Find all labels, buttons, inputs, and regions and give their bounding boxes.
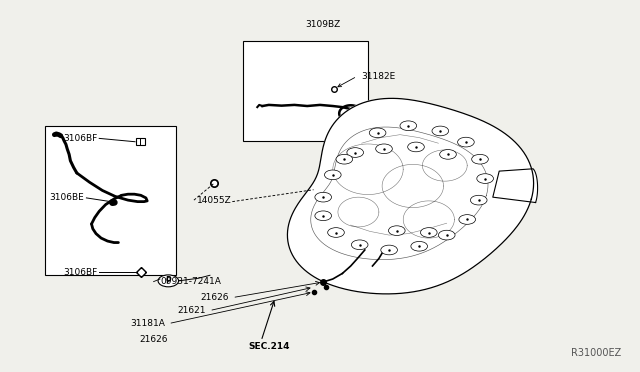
Circle shape (408, 142, 424, 152)
Circle shape (388, 226, 405, 235)
Text: 3109BZ: 3109BZ (305, 20, 341, 29)
Bar (45, 126, 176, 275)
Circle shape (459, 215, 476, 224)
Text: 3106BF: 3106BF (63, 134, 97, 143)
Text: 14055Z: 14055Z (197, 196, 232, 205)
Polygon shape (287, 98, 534, 294)
Text: 31181A: 31181A (131, 319, 165, 328)
Circle shape (315, 192, 332, 202)
Circle shape (477, 174, 493, 183)
Circle shape (347, 148, 364, 157)
Circle shape (472, 154, 488, 164)
Text: 31182E: 31182E (362, 72, 396, 81)
Circle shape (369, 128, 386, 138)
Circle shape (381, 245, 397, 255)
Bar (243, 41, 368, 141)
Circle shape (411, 241, 428, 251)
Circle shape (351, 240, 368, 250)
Text: 21621: 21621 (177, 306, 206, 315)
Circle shape (470, 195, 487, 205)
Circle shape (458, 137, 474, 147)
Text: R31000EZ: R31000EZ (570, 348, 621, 358)
Circle shape (420, 228, 437, 237)
Text: SEC.214: SEC.214 (248, 342, 290, 351)
Circle shape (328, 228, 344, 237)
Circle shape (438, 230, 455, 240)
Circle shape (432, 126, 449, 136)
Bar (136, 138, 145, 145)
Circle shape (400, 121, 417, 131)
Text: 3106BE: 3106BE (50, 193, 84, 202)
Text: 21626: 21626 (200, 293, 229, 302)
Circle shape (324, 170, 341, 180)
Polygon shape (493, 169, 538, 202)
Circle shape (440, 150, 456, 159)
Text: 21626: 21626 (139, 335, 168, 344)
Circle shape (336, 154, 353, 164)
Circle shape (158, 275, 179, 287)
Circle shape (315, 211, 332, 221)
Text: P: P (166, 276, 171, 285)
Text: 3106BF: 3106BF (63, 268, 97, 277)
Text: 09931-7241A: 09931-7241A (160, 277, 221, 286)
Circle shape (376, 144, 392, 154)
